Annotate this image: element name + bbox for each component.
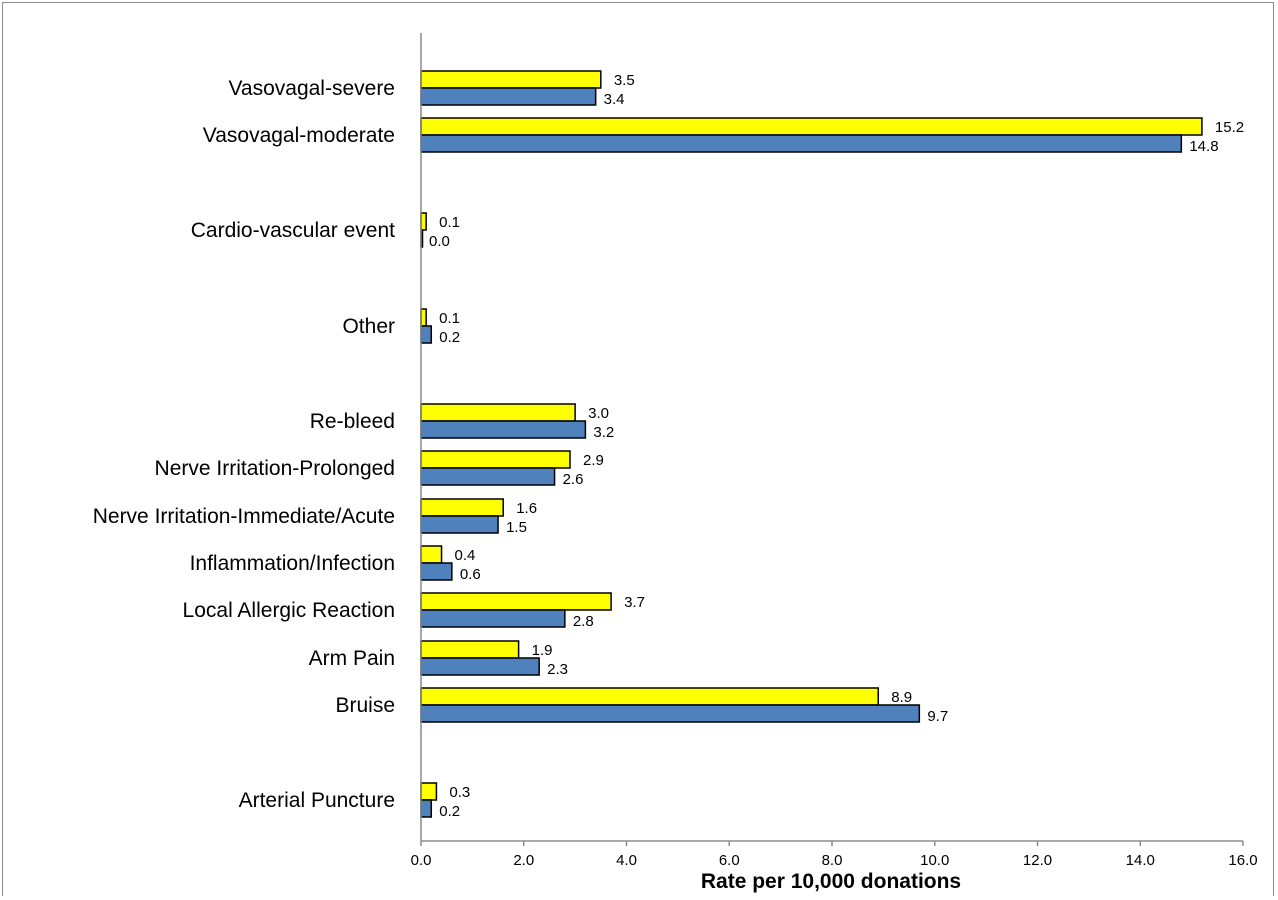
x-axis-title: Rate per 10,000 donations — [701, 870, 961, 893]
bar-nerve-irritation-immediate-acute-series-1 — [420, 498, 504, 517]
x-tick-label: 6.0 — [719, 852, 740, 869]
data-label-nerve-irritation-immediate-acute-series-1: 1.6 — [516, 500, 537, 517]
data-label-inflammation-infection-series-2: 0.6 — [460, 566, 481, 583]
data-label-re-bleed-series-2: 3.2 — [593, 424, 614, 441]
category-label-local-allergic-reaction: Local Allergic Reaction — [183, 599, 395, 622]
category-label-arm-pain: Arm Pain — [309, 647, 395, 670]
bar-nerve-irritation-prolonged-series-1 — [420, 450, 571, 469]
data-label-bruise-series-1: 8.9 — [891, 689, 912, 706]
bar-vasovagal-severe-series-2 — [420, 87, 597, 106]
bar-local-allergic-reaction-series-2 — [420, 609, 566, 628]
bars-layer — [420, 70, 1203, 818]
data-label-local-allergic-reaction-series-2: 2.8 — [573, 613, 594, 630]
bar-other-series-2 — [420, 325, 433, 344]
bar-arterial-puncture-series-2 — [420, 799, 433, 818]
bar-arterial-puncture-series-1 — [420, 782, 438, 801]
data-label-vasovagal-severe-series-1: 3.5 — [614, 72, 635, 89]
data-label-vasovagal-moderate-series-1: 15.2 — [1215, 119, 1244, 136]
bar-re-bleed-series-1 — [420, 403, 576, 422]
x-tick-label: 0.0 — [411, 852, 432, 869]
bar-bruise-series-2 — [420, 704, 921, 723]
category-label-nerve-irritation-immediate-acute: Nerve Irritation-Immediate/Acute — [93, 505, 395, 528]
bar-arm-pain-series-1 — [420, 640, 520, 659]
x-tick-label: 10.0 — [920, 852, 949, 869]
labels-layer: Vasovagal-severe 3.5 3.4 Vasovagal-moderate… — [93, 72, 1244, 820]
data-label-cardio-vascular-event-series-1: 0.1 — [439, 214, 460, 231]
bar-vasovagal-severe-series-1 — [420, 70, 602, 89]
category-label-cardio-vascular-event: Cardio-vascular event — [191, 219, 395, 242]
bar-nerve-irritation-prolonged-series-2 — [420, 467, 556, 486]
x-tick-label: 16.0 — [1228, 852, 1257, 869]
category-label-re-bleed: Re-bleed — [310, 410, 395, 433]
data-label-arm-pain-series-2: 2.3 — [547, 661, 568, 678]
data-label-arterial-puncture-series-1: 0.3 — [449, 784, 470, 801]
data-label-cardio-vascular-event-series-2: 0.0 — [429, 233, 450, 250]
category-label-vasovagal-severe: Vasovagal-severe — [228, 77, 395, 100]
x-tick-label: 14.0 — [1126, 852, 1155, 869]
data-label-nerve-irritation-prolonged-series-1: 2.9 — [583, 452, 604, 469]
bar-local-allergic-reaction-series-1 — [420, 592, 612, 611]
category-label-nerve-irritation-prolonged: Nerve Irritation-Prolonged — [155, 457, 395, 480]
bar-vasovagal-moderate-series-2 — [420, 134, 1183, 153]
bar-arm-pain-series-2 — [420, 657, 540, 676]
category-label-bruise: Bruise — [335, 694, 395, 717]
category-label-arterial-puncture: Arterial Puncture — [239, 789, 395, 812]
x-tick-label: 12.0 — [1023, 852, 1052, 869]
bar-bruise-series-1 — [420, 687, 879, 706]
x-tick-label: 2.0 — [513, 852, 534, 869]
category-label-vasovagal-moderate: Vasovagal-moderate — [203, 124, 395, 147]
data-label-nerve-irritation-prolonged-series-2: 2.6 — [563, 471, 584, 488]
bar-vasovagal-moderate-series-1 — [420, 117, 1203, 136]
category-label-other: Other — [342, 315, 395, 338]
data-label-other-series-2: 0.2 — [439, 329, 460, 346]
x-tick-label: 8.0 — [822, 852, 843, 869]
data-label-nerve-irritation-immediate-acute-series-2: 1.5 — [506, 519, 527, 536]
bar-other-series-1 — [420, 308, 427, 327]
bar-cardio-vascular-event-series-1 — [420, 212, 427, 231]
bar-inflammation-infection-series-1 — [420, 545, 443, 564]
data-label-inflammation-infection-series-1: 0.4 — [455, 547, 476, 564]
data-label-other-series-1: 0.1 — [439, 310, 460, 327]
data-label-local-allergic-reaction-series-1: 3.7 — [624, 594, 645, 611]
bar-chart: Vasovagal-severe 3.5 3.4 Vasovagal-moderate… — [93, 33, 1258, 893]
data-label-vasovagal-severe-series-2: 3.4 — [604, 91, 625, 108]
data-label-re-bleed-series-1: 3.0 — [588, 405, 609, 422]
data-label-arm-pain-series-1: 1.9 — [532, 642, 553, 659]
x-tick-label: 4.0 — [616, 852, 637, 869]
data-label-bruise-series-2: 9.7 — [927, 708, 948, 725]
axis-layer: 0.0 2.0 4.0 6.0 8.0 10.0 12.0 14.0 16.0 — [411, 33, 1258, 869]
data-label-arterial-puncture-series-2: 0.2 — [439, 803, 460, 820]
bar-inflammation-infection-series-2 — [420, 562, 453, 581]
category-label-inflammation-infection: Inflammation/Infection — [190, 552, 395, 575]
bar-re-bleed-series-2 — [420, 420, 587, 439]
bar-nerve-irritation-immediate-acute-series-2 — [420, 515, 499, 534]
data-label-vasovagal-moderate-series-2: 14.8 — [1189, 138, 1218, 155]
